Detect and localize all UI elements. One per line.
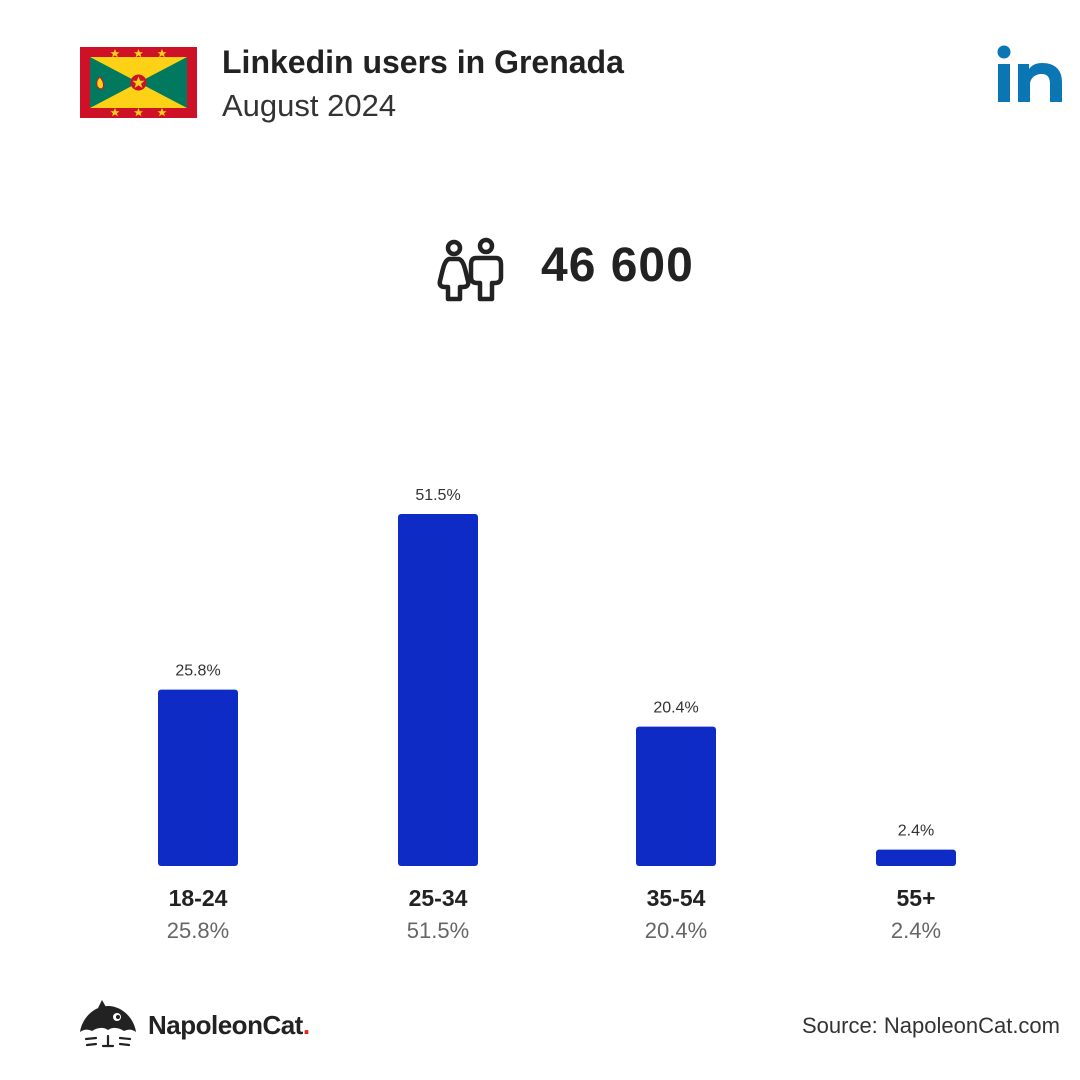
category-label: 55+ — [896, 885, 935, 911]
linkedin-logo-icon — [997, 45, 1062, 102]
bar-18-24 — [158, 689, 238, 866]
brand-dot: . — [302, 1010, 310, 1040]
category-percent-label: 20.4% — [645, 918, 707, 943]
brand-name-text: NapoleonCat — [148, 1010, 303, 1040]
category-percent-label: 51.5% — [407, 918, 469, 943]
category-percent-label: 2.4% — [891, 918, 941, 943]
bar-value-label: 25.8% — [175, 663, 220, 680]
page-title: Linkedin users in Grenada — [222, 44, 624, 80]
total-users-count: 46 600 — [541, 239, 694, 292]
category-label: 18-24 — [169, 885, 228, 911]
bar-value-label: 20.4% — [653, 700, 698, 717]
users-icon — [437, 237, 504, 302]
brand-name: NapoleonCat. — [148, 1010, 310, 1041]
category-label: 35-54 — [647, 885, 706, 911]
bar-value-label: 51.5% — [415, 487, 460, 504]
grenada-flag-icon — [80, 47, 197, 118]
page-subtitle: August 2024 — [222, 88, 397, 123]
bar-value-label: 2.4% — [898, 823, 934, 840]
bar-55+ — [876, 849, 956, 866]
source-text: Source: NapoleonCat.com — [801, 1013, 1060, 1038]
category-percent-label: 25.8% — [167, 918, 229, 943]
bar-35-54 — [636, 726, 716, 866]
bar-25-34 — [398, 514, 478, 866]
napoleoncat-logo-icon — [80, 1000, 136, 1048]
category-label: 25-34 — [409, 885, 468, 911]
